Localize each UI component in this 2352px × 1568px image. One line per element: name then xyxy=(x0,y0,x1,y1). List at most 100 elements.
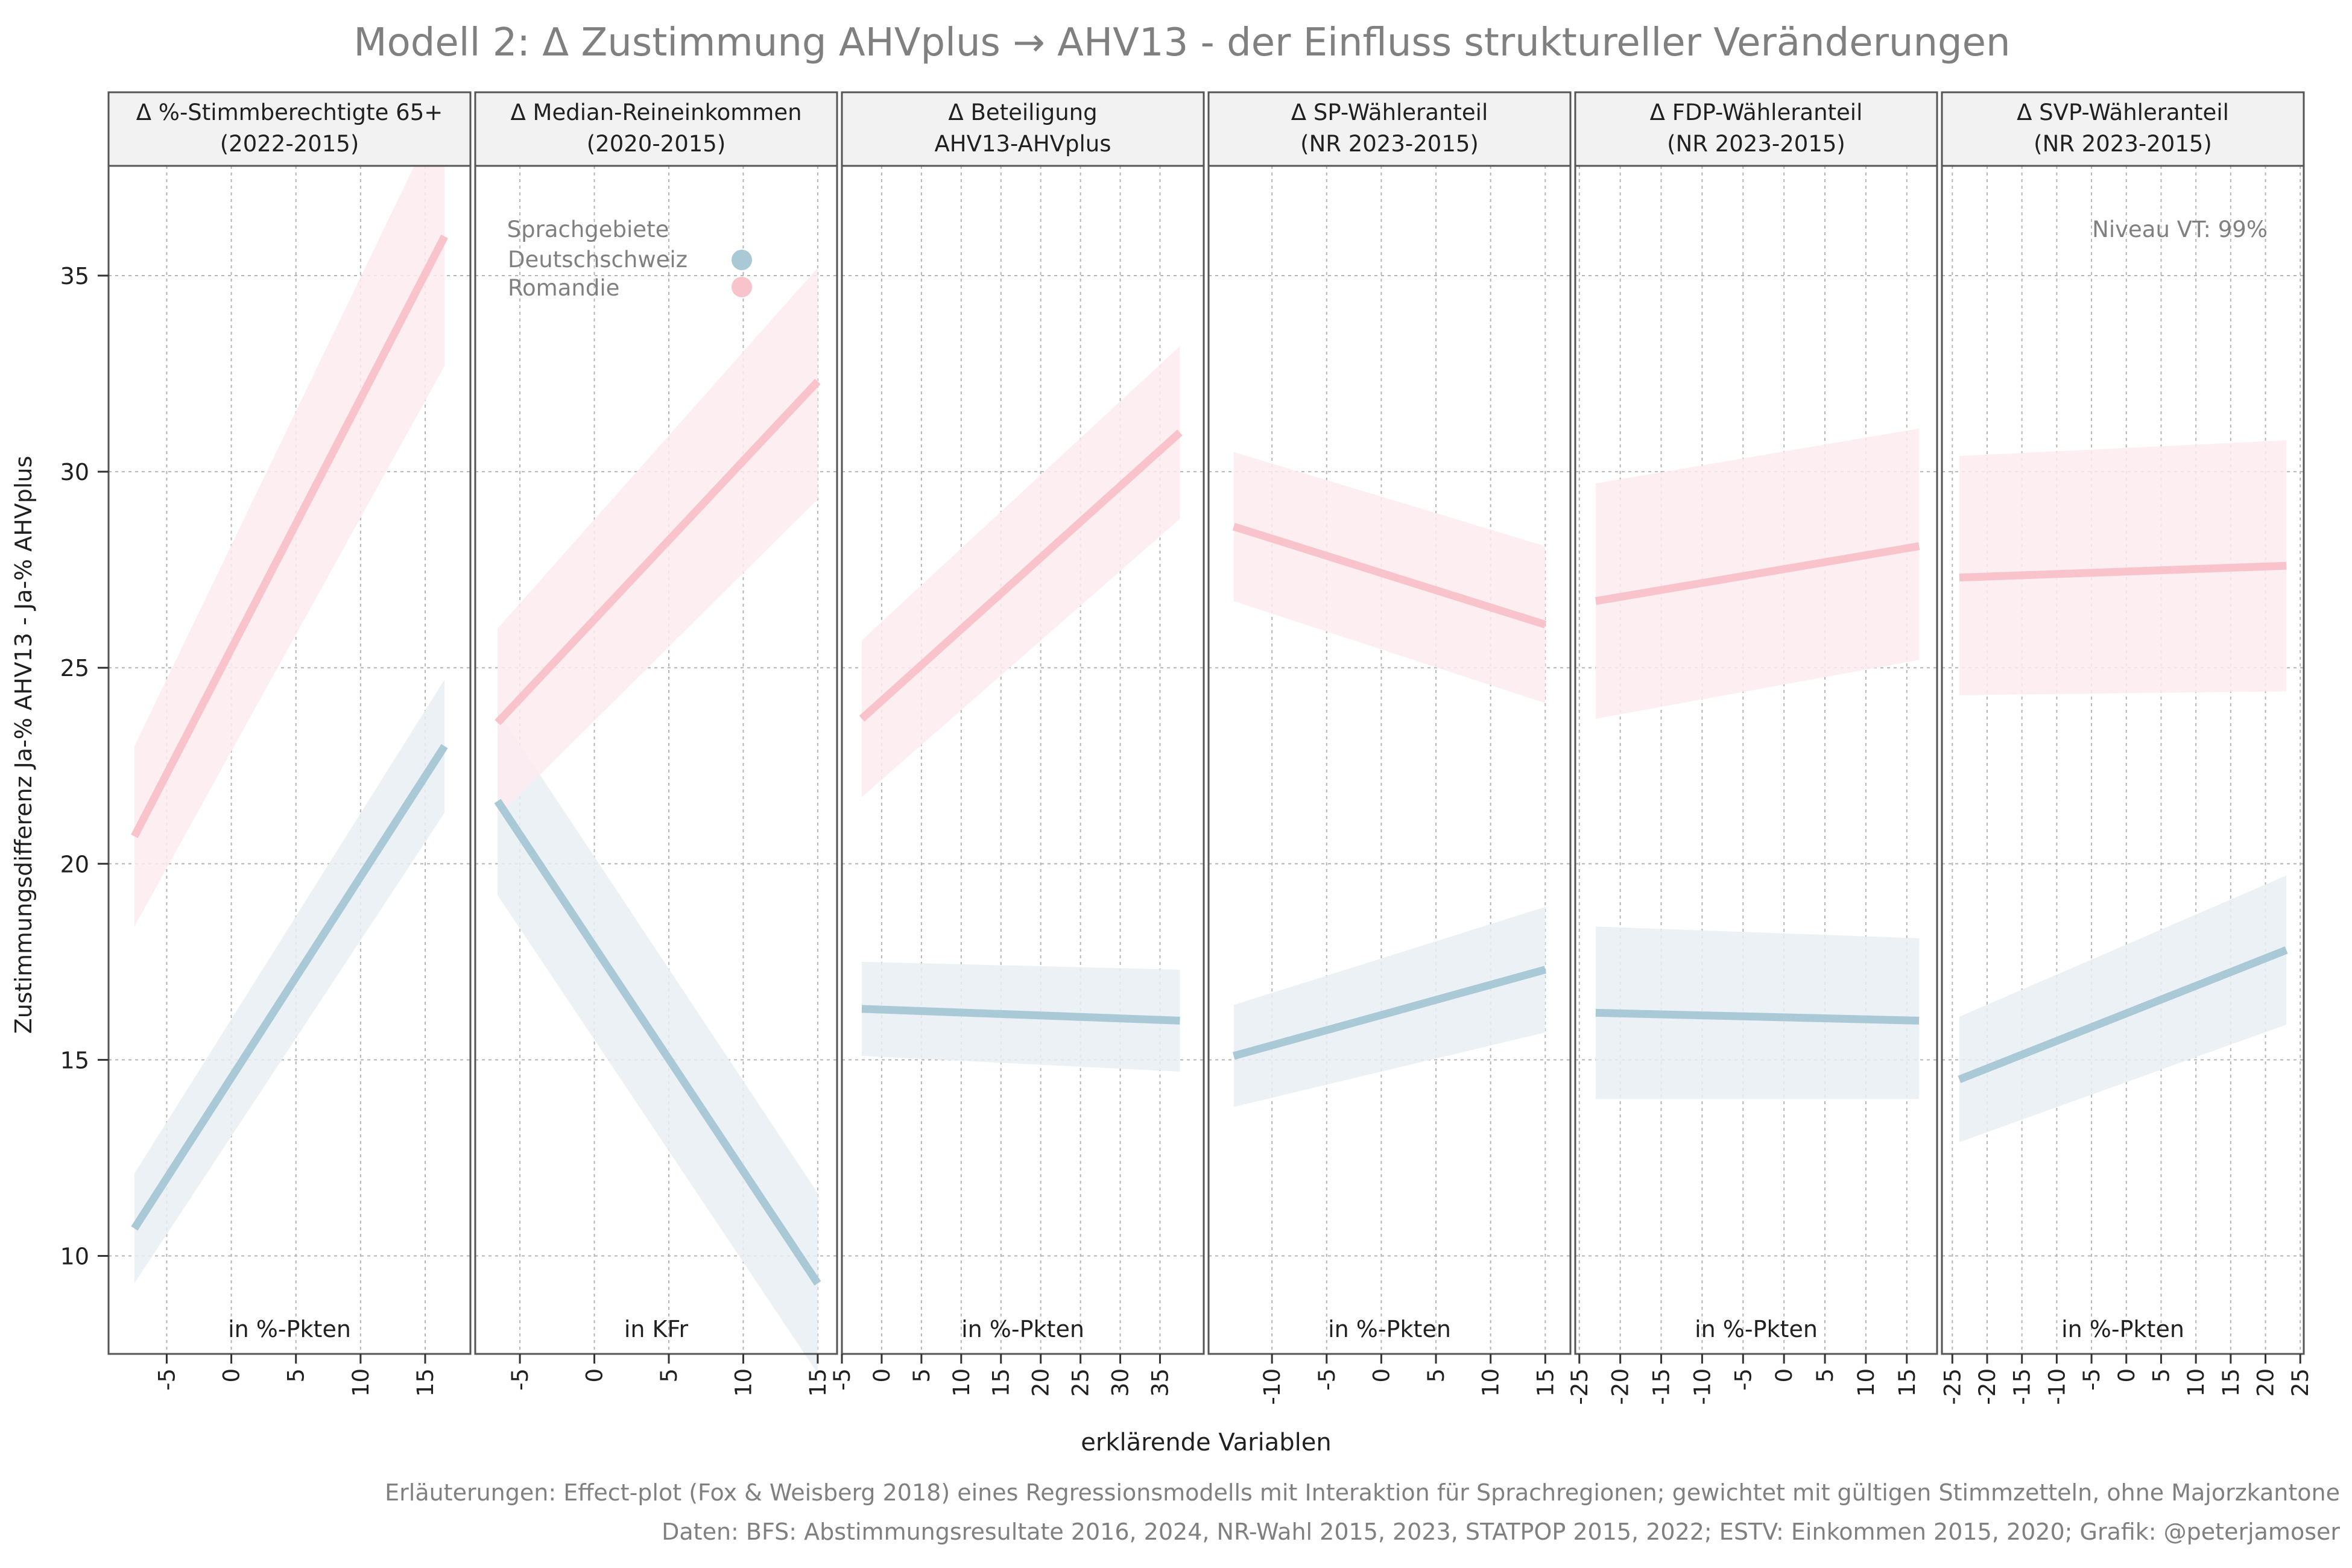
x-tick-label: 20 xyxy=(2253,1368,2279,1397)
x-tick-label: 15 xyxy=(988,1368,1014,1397)
x-tick-label: 10 xyxy=(949,1368,975,1397)
panel-unit-label: in KFr xyxy=(624,1316,689,1342)
effect-line-romandie xyxy=(1232,522,1547,628)
effect-line-romandie xyxy=(1959,561,2287,582)
panel-strip-title: Δ SP-Wähleranteil xyxy=(1291,100,1488,125)
legend-title: Sprachgebiete xyxy=(507,217,669,242)
x-tick-label: 25 xyxy=(2287,1368,2313,1397)
effect-line-deutschschweiz xyxy=(131,744,448,1231)
x-tick-label: 0 xyxy=(582,1368,608,1383)
panel-border xyxy=(841,165,1205,1355)
panel-border xyxy=(1941,165,2305,1355)
effect-line-deutschschweiz xyxy=(1232,966,1547,1060)
panel-unit-label: in %-Pkten xyxy=(228,1316,351,1342)
panel-unit-label: in %-Pkten xyxy=(961,1316,1084,1342)
x-tick-label: 5 xyxy=(1423,1368,1449,1383)
x-axis-label: erklärende Variablen xyxy=(1081,1429,1331,1456)
x-tick-label: 0 xyxy=(219,1368,245,1383)
panel-plot-area xyxy=(1575,166,1937,1354)
panel-strip xyxy=(107,91,472,167)
panel-strip-subtitle: (NR 2023-2015) xyxy=(2034,131,2212,157)
panel-6: in %-Pkten Δ SVP-Wähleranteil (NR 2023-201… xyxy=(1939,91,2313,1405)
effect-line-deutschschweiz xyxy=(861,1005,1180,1025)
effect-line-deutschschweiz xyxy=(1595,1008,1920,1025)
x-tick-label: -5 xyxy=(154,1368,180,1391)
panels: in %-Pkten Δ %-Stimmberechtigte 65+ (2022-… xyxy=(107,91,2313,1405)
y-axis-label: Zustimmungsdifferenz Ja-% AHV13 - Ja-% A… xyxy=(10,456,37,1034)
x-tick-label: 10 xyxy=(348,1368,374,1397)
x-tick-label: 10 xyxy=(1853,1368,1879,1397)
panel-strip-title: Δ FDP-Wähleranteil xyxy=(1650,100,1863,125)
x-tick-label: 15 xyxy=(805,1368,831,1397)
x-tick-label: 20 xyxy=(1028,1368,1054,1397)
y-tick-label: 30 xyxy=(60,459,89,485)
y-tick-label: 35 xyxy=(60,263,89,289)
panel-border xyxy=(107,165,472,1355)
x-tick-label: -5 xyxy=(829,1368,855,1391)
panel-strip-title: Δ %-Stimmberechtigte 65+ xyxy=(136,100,443,125)
confidence-band-deutschschweiz xyxy=(1233,906,1546,1107)
confidence-band-romandie xyxy=(134,103,445,927)
x-tick-label: 0 xyxy=(869,1368,895,1383)
x-tick-label: 0 xyxy=(1368,1368,1394,1383)
x-tick-label: -10 xyxy=(1259,1368,1285,1405)
effect-line-romandie xyxy=(859,429,1183,722)
x-tick-label: 10 xyxy=(730,1368,756,1397)
x-tick-label: 15 xyxy=(1532,1368,1558,1397)
x-tick-label: 0 xyxy=(1771,1368,1797,1383)
panel-2: in KFr Δ Median-Reineinkommen (2020-2015) -… xyxy=(474,91,838,1397)
effect-line-romandie xyxy=(1595,542,1920,605)
confidence-level-annotation: Niveau VT: 99% xyxy=(2092,217,2268,242)
panel-strip xyxy=(1574,91,1938,167)
x-tick-label: -25 xyxy=(1939,1368,1965,1405)
confidence-band-romandie xyxy=(498,268,818,817)
panel-border xyxy=(1574,165,1938,1355)
panel-strip-title: Δ Median-Reineinkommen xyxy=(510,100,801,125)
effect-line-deutschschweiz xyxy=(1958,946,2288,1083)
panel-strip-subtitle: AHV13-AHVplus xyxy=(934,131,1111,157)
x-tick-label: 10 xyxy=(1478,1368,1504,1397)
x-tick-label: 5 xyxy=(283,1368,309,1383)
x-tick-label: 0 xyxy=(2114,1368,2140,1383)
x-tick-label: 5 xyxy=(2148,1368,2174,1383)
x-tick-label: 10 xyxy=(2183,1368,2209,1397)
x-tick-label: -10 xyxy=(1689,1368,1715,1405)
x-tick-label: 5 xyxy=(1812,1368,1838,1383)
x-tick-label: 30 xyxy=(1108,1368,1134,1397)
effect-line-romandie xyxy=(495,379,821,726)
y-tick-label: 25 xyxy=(60,655,89,681)
panel-strip-title: Δ SVP-Wähleranteil xyxy=(2017,100,2229,125)
legend: Sprachgebiete Deutschschweiz Romandie xyxy=(507,217,752,301)
panel-strip-subtitle: (NR 2023-2015) xyxy=(1300,131,1479,157)
panel-strip-subtitle: (NR 2023-2015) xyxy=(1667,131,1845,157)
x-tick-label: 15 xyxy=(1894,1368,1920,1397)
footer-sources: Daten: BFS: Abstimmungsresultate 2016, 2… xyxy=(662,1519,2340,1545)
legend-label-romandie: Romandie xyxy=(508,275,619,301)
x-tick-label: 5 xyxy=(656,1368,682,1383)
x-tick-label: -20 xyxy=(1974,1368,2000,1405)
panel-strip xyxy=(1941,91,2305,167)
panel-strip xyxy=(841,91,1205,167)
effect-line-deutschschweiz xyxy=(494,798,821,1286)
y-tick-label: 10 xyxy=(60,1243,89,1269)
panel-plot-area xyxy=(1209,166,1570,1354)
legend-label-deutschschweiz: Deutschschweiz xyxy=(508,247,688,273)
x-tick-label: -5 xyxy=(1730,1368,1756,1391)
panel-1: in %-Pkten Δ %-Stimmberechtigte 65+ (2022-… xyxy=(107,91,472,1397)
panel-strip xyxy=(474,91,838,167)
x-tick-label: 25 xyxy=(1068,1368,1094,1397)
x-tick-label: -10 xyxy=(2044,1368,2070,1405)
footer-notes: Erläuterungen: Effect-plot (Fox & Weisbe… xyxy=(385,1479,2340,1506)
panel-strip-subtitle: (2020-2015) xyxy=(587,131,726,157)
panel-unit-label: in %-Pkten xyxy=(2061,1316,2184,1342)
x-tick-label: -20 xyxy=(1608,1368,1634,1405)
x-tick-label: -5 xyxy=(2079,1368,2105,1391)
legend-dot-deutschschweiz xyxy=(732,250,752,270)
x-tick-label: 35 xyxy=(1147,1368,1173,1397)
panel-3: in %-Pkten Δ Beteiligung AHV13-AHVplus -5 0 5… xyxy=(829,91,1205,1397)
x-tick-label: 15 xyxy=(413,1368,438,1397)
panel-unit-label: in %-Pkten xyxy=(1695,1316,1818,1342)
x-tick-label: -25 xyxy=(1567,1368,1593,1405)
panel-4: in %-Pkten Δ SP-Wähleranteil (NR 2023-2015… xyxy=(1207,91,1572,1405)
